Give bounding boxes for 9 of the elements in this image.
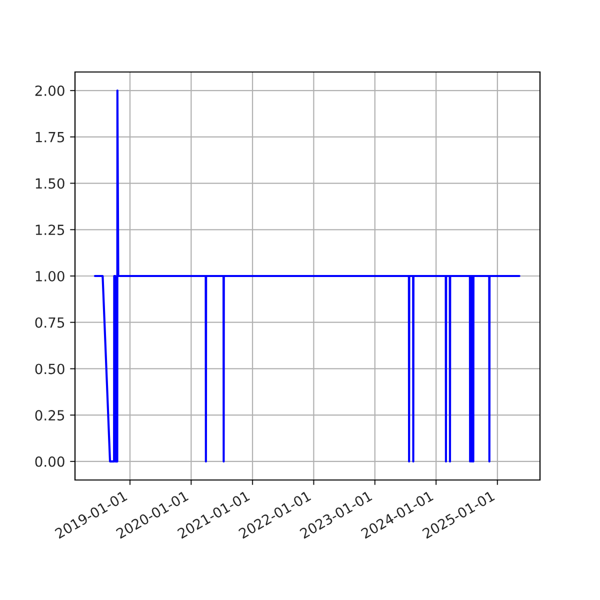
y-tick-label: 2.00: [35, 86, 64, 96]
y-tick-label: 1.00: [36, 270, 64, 282]
y-tick-label: 0.50: [35, 364, 64, 374]
y-tick-label: 0.25: [35, 410, 64, 421]
y-tick-label: 1.75: [36, 132, 64, 142]
y-tick-label: 0.00: [35, 456, 64, 467]
y-tick-label: 1.25: [36, 224, 64, 236]
y-tick-label: 1.50: [36, 178, 64, 189]
y-tick-label: 0.75: [35, 317, 64, 328]
